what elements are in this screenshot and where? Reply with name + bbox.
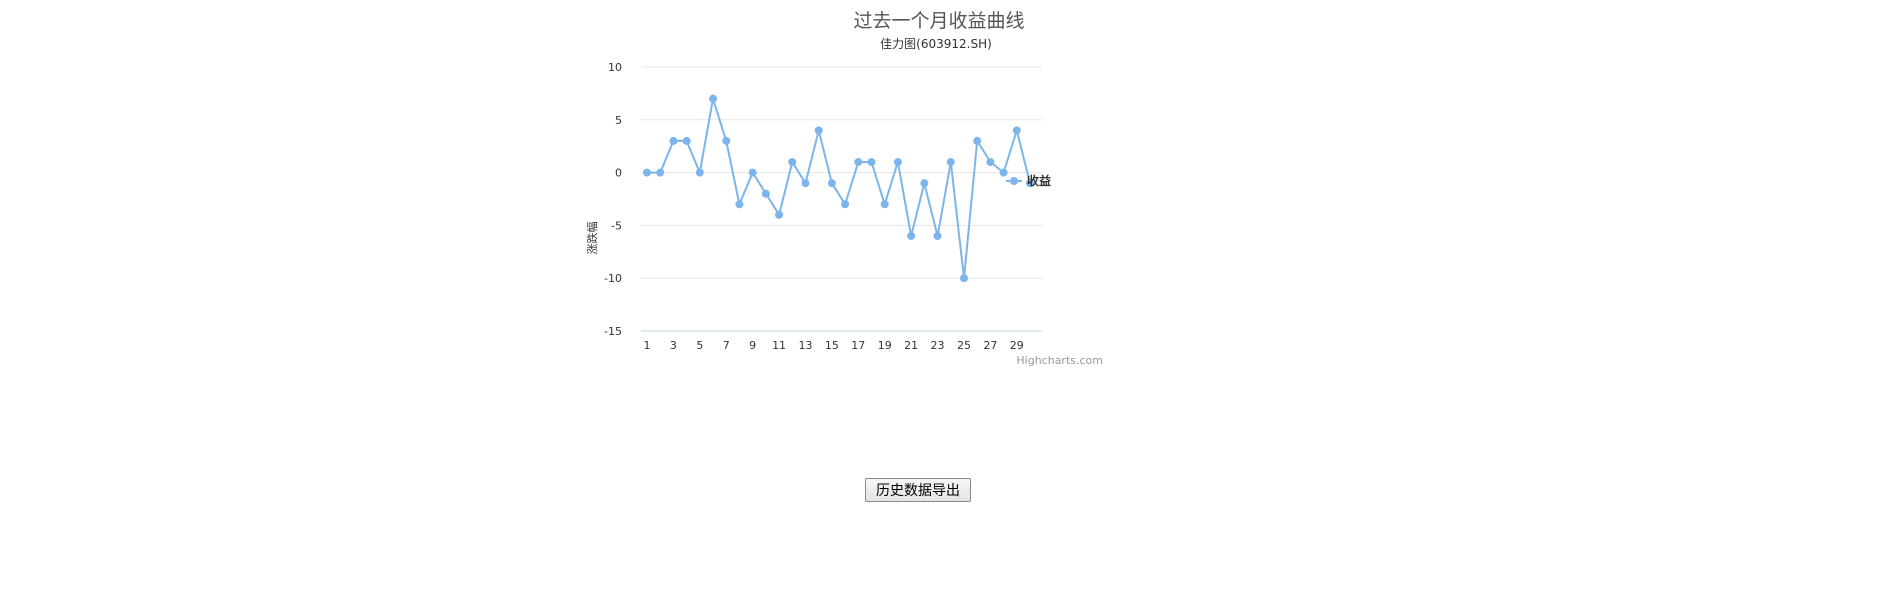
data-point[interactable]: [999, 168, 1008, 177]
data-point[interactable]: [643, 168, 651, 177]
data-point[interactable]: [986, 158, 995, 167]
data-point[interactable]: [827, 179, 836, 188]
y-tick-label: 5: [615, 114, 622, 127]
chart-container: 佳力图(603912.SH) 10 5 0 -5 -10 -15 1 3 5 7 9 11 13 15 1…: [570, 36, 1270, 446]
x-tick-label: 5: [696, 339, 703, 352]
x-tick-label: 27: [983, 339, 997, 352]
series-line: [647, 97, 1031, 280]
data-point[interactable]: [748, 168, 757, 177]
x-tick-label: 17: [851, 339, 865, 352]
data-point[interactable]: [893, 158, 902, 167]
legend-marker-symbol: [1010, 177, 1018, 185]
chart-subtitle: 佳力图(603912.SH): [880, 37, 992, 51]
data-point[interactable]: [880, 200, 889, 209]
data-point[interactable]: [735, 200, 744, 209]
x-tick-label: 11: [772, 339, 786, 352]
y-tick-label: -10: [604, 272, 622, 285]
data-point[interactable]: [695, 168, 704, 177]
data-point[interactable]: [841, 200, 850, 209]
data-point[interactable]: [656, 168, 665, 177]
legend-item-label[interactable]: 收益: [1027, 173, 1051, 188]
y-tick-label: -5: [611, 219, 622, 232]
x-tick-label: 3: [670, 339, 677, 352]
x-tick-label: 13: [798, 339, 812, 352]
page-heading: 过去一个月收益曲线: [853, 10, 1025, 32]
grid-layer: [641, 66, 1042, 332]
y-tick-label: -15: [604, 325, 622, 338]
x-tick-label: 23: [931, 339, 945, 352]
data-point[interactable]: [1012, 126, 1021, 135]
data-point[interactable]: [775, 210, 784, 219]
y-tick-label: 10: [608, 61, 622, 74]
data-point[interactable]: [973, 136, 982, 145]
y-axis-title: 涨跌幅: [585, 222, 599, 255]
highcharts-credits[interactable]: Highcharts.com: [1016, 354, 1103, 367]
x-tick-label: 25: [957, 339, 971, 352]
series-layer: [643, 94, 1034, 283]
data-point[interactable]: [682, 136, 691, 145]
export-history-button[interactable]: 历史数据导出: [865, 478, 971, 502]
x-tick-label: 29: [1010, 339, 1024, 352]
data-point[interactable]: [959, 274, 968, 283]
data-point[interactable]: [669, 136, 678, 145]
legend[interactable]: 收益: [1006, 173, 1051, 188]
y-axis-ticks: 10 5 0 -5 -10 -15: [604, 61, 622, 338]
data-point[interactable]: [761, 189, 770, 198]
x-tick-label: 1: [644, 339, 651, 352]
x-tick-label: 19: [878, 339, 892, 352]
data-point[interactable]: [709, 94, 718, 103]
x-tick-label: 7: [723, 339, 730, 352]
data-point[interactable]: [867, 158, 876, 167]
x-axis-ticks: 1 3 5 7 9 11 13 15 17 19 21 23 25 27 29: [644, 339, 1024, 352]
data-point[interactable]: [814, 126, 823, 135]
y-tick-label: 0: [615, 167, 622, 180]
data-point[interactable]: [907, 231, 916, 240]
data-point[interactable]: [722, 136, 731, 145]
x-tick-label: 15: [825, 339, 839, 352]
data-point[interactable]: [920, 179, 929, 188]
data-point[interactable]: [788, 158, 797, 167]
data-point[interactable]: [854, 158, 863, 167]
data-point[interactable]: [933, 231, 942, 240]
data-point[interactable]: [1026, 179, 1034, 188]
x-tick-label: 21: [904, 339, 918, 352]
data-point[interactable]: [946, 158, 955, 167]
data-point[interactable]: [801, 179, 810, 188]
x-tick-label: 9: [749, 339, 756, 352]
